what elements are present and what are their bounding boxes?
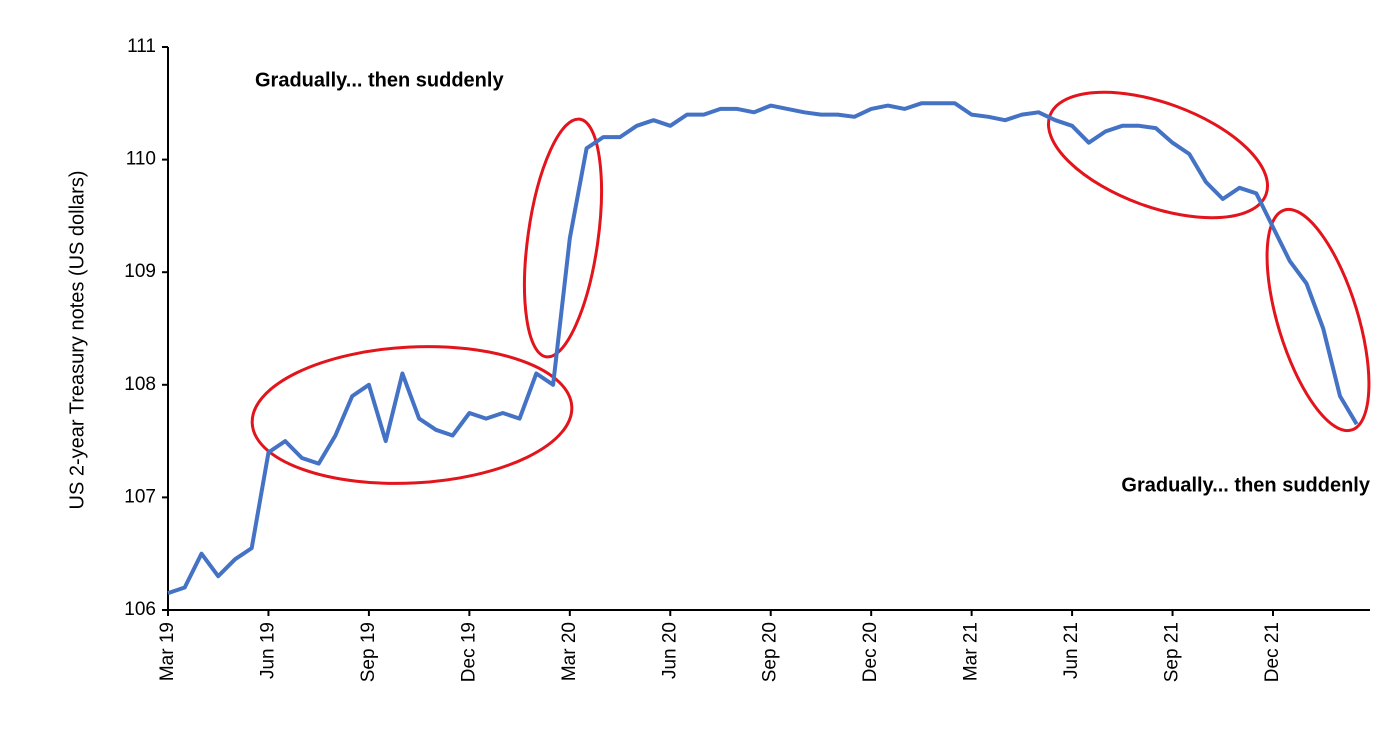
x-tick-label: Mar 21 [961, 622, 982, 681]
y-tick-label: 108 [124, 374, 156, 395]
x-tick-label: Dec 19 [458, 622, 479, 682]
x-tick-label: Dec 20 [860, 622, 881, 682]
y-tick-label: 111 [127, 36, 156, 57]
x-tick-label: Jun 20 [659, 622, 680, 679]
annotation: Gradually... then suddenly [1121, 474, 1370, 496]
price-line [167, 101, 1359, 595]
y-tick-label: 106 [124, 599, 156, 620]
highlight-ellipse [523, 117, 603, 359]
x-tick-label: Jun 21 [1061, 622, 1082, 679]
annotation: Gradually... then suddenly [255, 69, 504, 91]
y-tick-label: 109 [124, 261, 156, 282]
highlight-ellipse [250, 345, 574, 485]
x-tick-label: Mar 20 [559, 622, 580, 681]
highlight-ellipse [1046, 90, 1270, 220]
y-axis-label: US 2-year Treasury notes (US dollars) [66, 170, 88, 509]
y-tick-label: 107 [124, 486, 156, 507]
x-tick-label: Jun 19 [257, 622, 278, 679]
y-tick-label: 110 [126, 149, 156, 170]
x-tick-label: Sep 19 [358, 622, 379, 682]
x-tick-label: Dec 21 [1262, 622, 1283, 682]
x-tick-label: Mar 19 [157, 622, 178, 681]
x-tick-label: Sep 20 [760, 622, 781, 682]
x-tick-label: Sep 21 [1162, 622, 1183, 682]
highlight-ellipse [1265, 207, 1371, 433]
